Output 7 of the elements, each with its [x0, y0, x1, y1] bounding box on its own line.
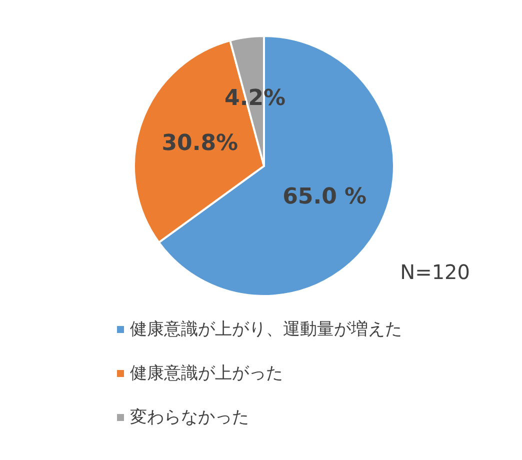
data-label: 4.2% [224, 86, 286, 112]
legend-label: 健康意識が上がり、運動量が増えた [130, 320, 402, 340]
data-label: 65.0 % [282, 184, 367, 210]
legend-label: 健康意識が上がった [130, 364, 283, 384]
text: N=120 [400, 260, 470, 284]
data-label: 30.8% [162, 130, 238, 156]
legend-label: 変わらなかった [130, 408, 249, 428]
